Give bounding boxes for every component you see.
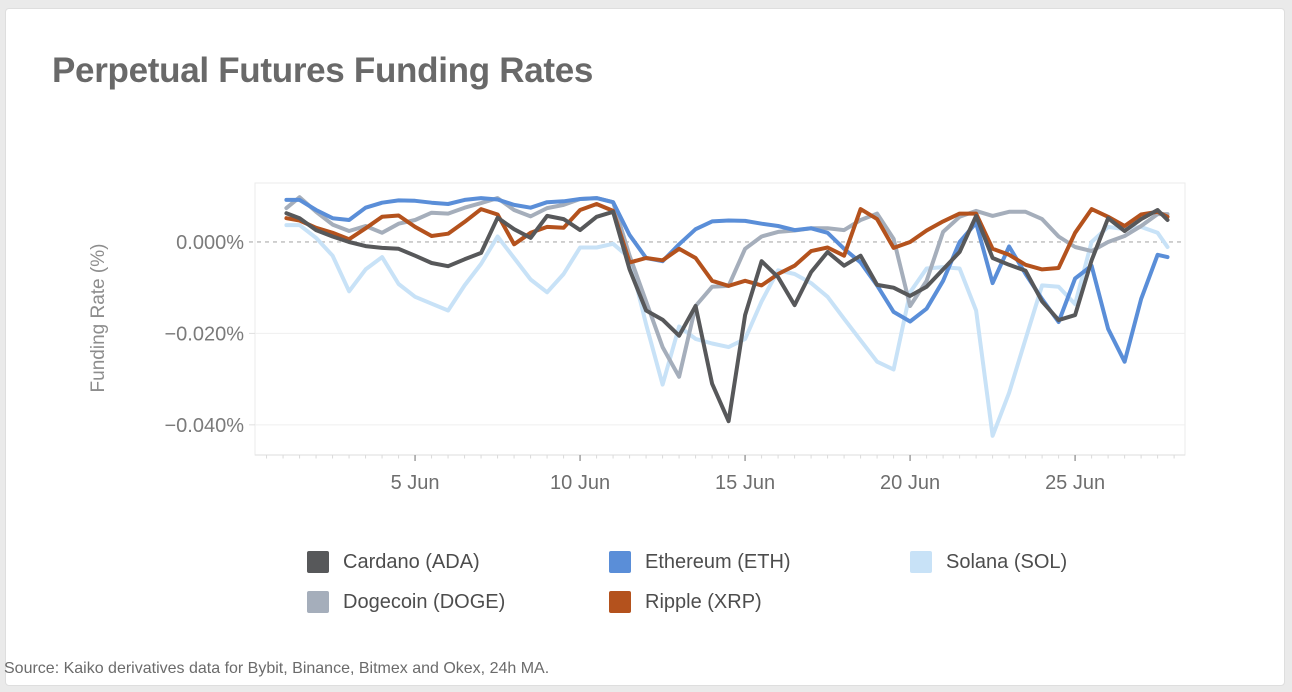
legend-label-solana-sol: Solana (SOL)	[946, 550, 1068, 573]
series-line-solana-sol	[284, 223, 1170, 438]
legend-swatch-cardano-ada	[307, 551, 329, 573]
legend-item-dogecoin-doge: Dogecoin (DOGE)	[307, 589, 609, 615]
y-tick-label: 0.000%	[176, 232, 244, 254]
x-tick-label: 5 Jun	[391, 472, 440, 494]
legend-item-solana-sol: Solana (SOL)	[910, 549, 1067, 575]
y-tick-label: −0.040%	[164, 415, 244, 437]
legend-label-cardano-ada: Cardano (ADA)	[343, 550, 480, 573]
legend-swatch-dogecoin-doge	[307, 591, 329, 613]
x-tick-label: 15 Jun	[715, 472, 775, 494]
chart-card	[5, 8, 1285, 686]
x-tick-label: 20 Jun	[880, 472, 940, 494]
legend-label-ethereum-eth: Ethereum (ETH)	[645, 550, 791, 573]
y-tick-label: −0.020%	[164, 323, 244, 345]
legend-swatch-solana-sol	[910, 551, 932, 573]
series-line-cardano-ada	[284, 208, 1170, 424]
legend-item-ethereum-eth: Ethereum (ETH)	[609, 549, 910, 575]
series-line-ethereum-eth	[284, 196, 1170, 364]
legend-item-cardano-ada: Cardano (ADA)	[307, 549, 609, 575]
legend-label-dogecoin-doge: Dogecoin (DOGE)	[343, 590, 506, 613]
source-note: Source: Kaiko derivatives data for Bybit…	[4, 660, 550, 677]
y-axis-label: Funding Rate (%)	[88, 244, 109, 393]
legend-swatch-ethereum-eth	[609, 551, 631, 573]
series-line-ripple-xrp	[284, 202, 1170, 288]
legend-label-ripple-xrp: Ripple (XRP)	[645, 590, 762, 613]
x-tick-label: 10 Jun	[550, 472, 610, 494]
legend-item-ripple-xrp: Ripple (XRP)	[609, 589, 910, 615]
legend-swatch-ripple-xrp	[609, 591, 631, 613]
chart-legend: Cardano (ADA) Ethereum (ETH) Solana (SOL) D…	[307, 549, 1067, 615]
x-tick-label: 25 Jun	[1045, 472, 1105, 494]
chart-title: Perpetual Futures Funding Rates	[52, 51, 594, 90]
